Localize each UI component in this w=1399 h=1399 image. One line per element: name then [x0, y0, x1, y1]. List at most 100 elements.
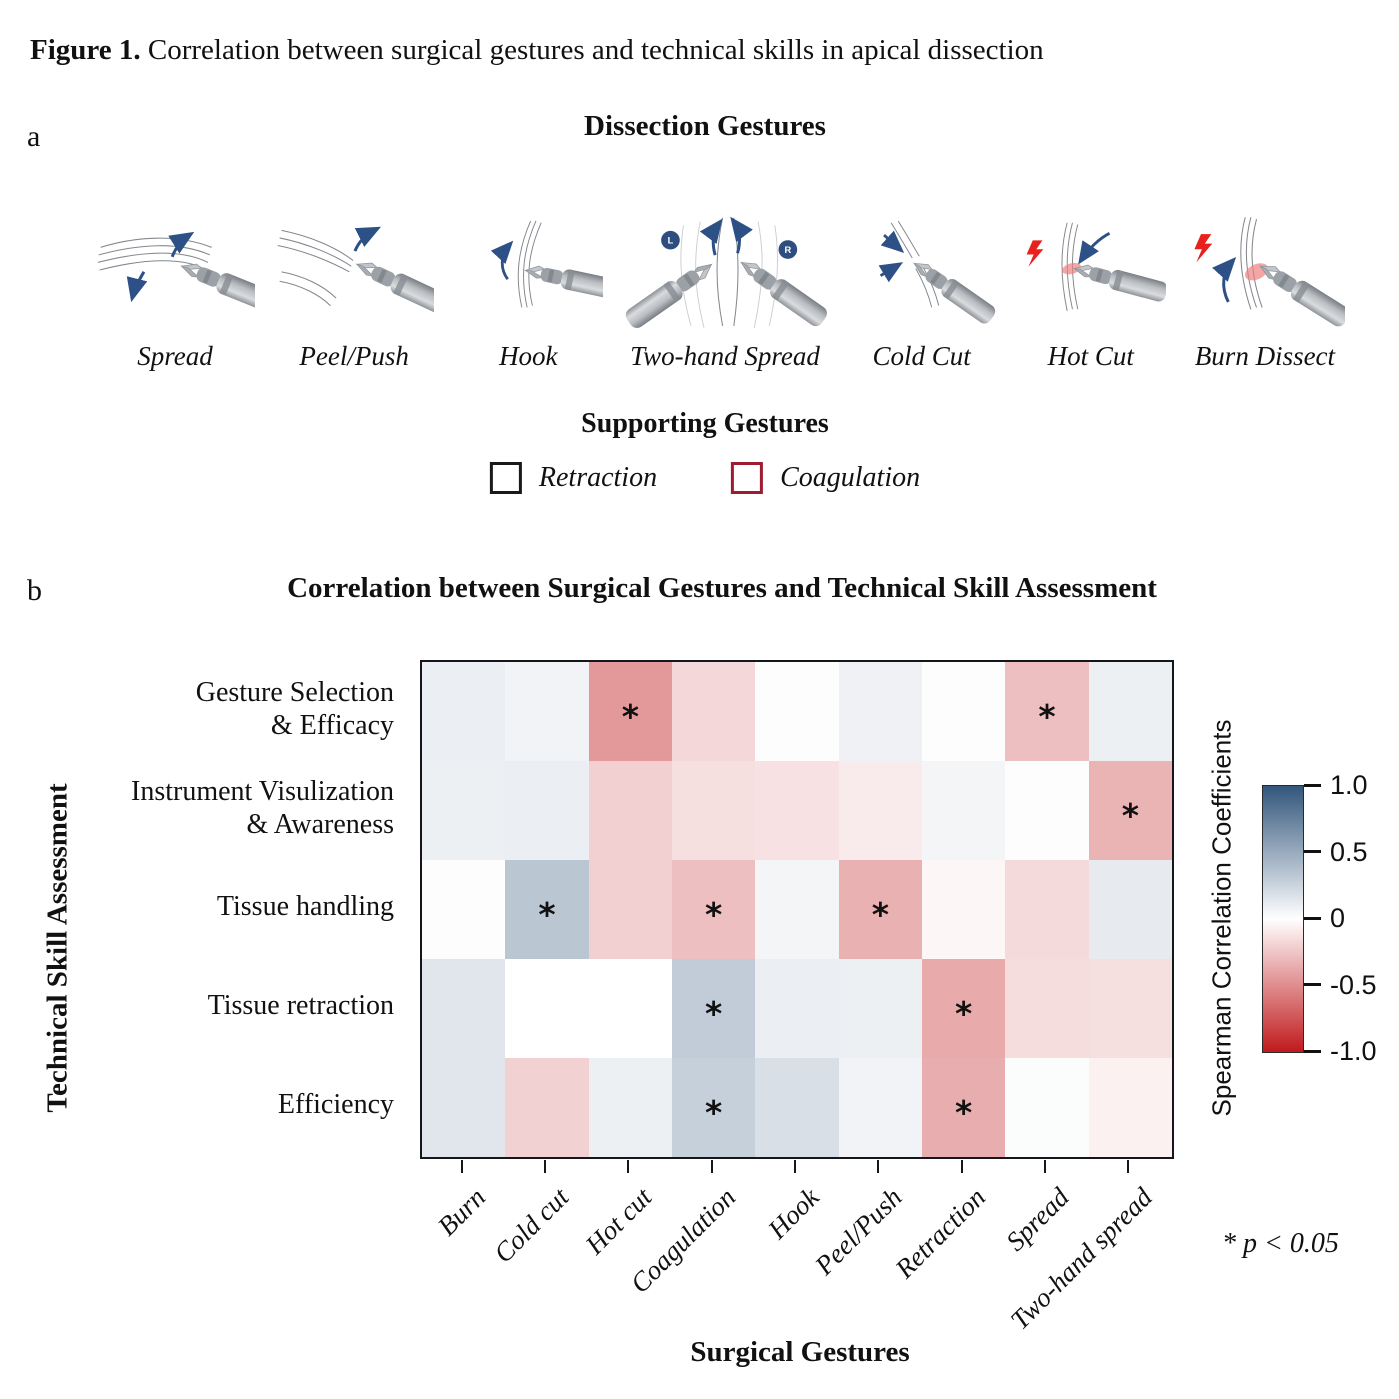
x-axis-tick	[877, 1160, 880, 1173]
colorbar-tick-label: 0	[1330, 903, 1346, 933]
heatmap-cell	[505, 761, 589, 860]
colorbar-tick-label: -0.5	[1330, 969, 1377, 1000]
colorbar-tick	[1304, 983, 1321, 986]
panel-b-label: b	[27, 574, 42, 607]
heatmap-cell: *	[672, 1058, 756, 1157]
gesture-label-burndissect: Burn Dissect	[1194, 341, 1336, 371]
heatmap-cell	[755, 662, 839, 761]
supporting-gesture-item-coagulation: Coagulation	[731, 462, 920, 494]
supporting-gesture-item-retraction: Retraction	[489, 462, 657, 494]
colorbar-tick	[1304, 783, 1321, 787]
panel-a-title: Dissection Gestures	[584, 110, 826, 142]
colorbar-tick	[1304, 916, 1321, 920]
gesture-item-hook: Hook	[453, 213, 604, 372]
gesture-item-spread: Spread	[95, 213, 255, 372]
heatmap-cell	[755, 1058, 839, 1157]
x-axis-tick-label: Two-hand spread	[1004, 1182, 1158, 1336]
x-axis-tick-label: Hook	[761, 1182, 825, 1245]
hook-gesture-icon	[453, 213, 604, 341]
heatmap-cell	[1005, 1058, 1089, 1157]
heatmap-cell	[1088, 860, 1172, 959]
gesture-label-coldcut: Cold Cut	[872, 341, 971, 371]
supporting-gesture-label: Coagulation	[780, 462, 921, 493]
significance-asterisk: *	[955, 1093, 973, 1132]
heatmap-cell: *	[922, 1058, 1006, 1157]
figure-caption-text: Correlation between surgical gestures an…	[140, 34, 1044, 66]
heatmap-cell	[922, 860, 1006, 959]
hot-cut-gesture-icon	[1016, 213, 1166, 341]
x-axis-tick	[544, 1160, 546, 1173]
heatmap-cell	[1088, 959, 1172, 1058]
gesture-item-hotcut: Hot Cut	[1016, 213, 1166, 372]
significance-asterisk: *	[1121, 796, 1139, 835]
significance-asterisk: *	[705, 895, 723, 934]
x-axis-tick	[710, 1160, 713, 1173]
x-axis-tick-label: Spread	[999, 1182, 1075, 1257]
heatmap-row-label: Instrument Visulization & Awareness	[131, 776, 394, 840]
heatmap-cell	[422, 860, 506, 959]
figure-caption: Figure 1. Correlation between surgical g…	[30, 34, 1044, 67]
heatmap-cell	[505, 1058, 589, 1157]
significance-asterisk: *	[871, 895, 889, 934]
significance-asterisk: *	[955, 994, 973, 1033]
significance-asterisk: *	[705, 1093, 723, 1132]
heatmap-cell	[1005, 959, 1089, 1058]
heatmap-cell	[588, 761, 672, 860]
colorbar-tick	[1304, 1049, 1321, 1053]
significance-asterisk: *	[1038, 697, 1056, 736]
heatmap-cell	[422, 1058, 506, 1157]
heatmap-cell: *	[1005, 662, 1089, 761]
two-hand-spread-gesture-icon: L R	[622, 213, 828, 341]
svg-text:L: L	[668, 235, 674, 245]
heatmap-row-labels: Gesture Selection & Efficacy Instrument Vi…	[0, 660, 406, 1155]
colorbar-gradient	[1262, 785, 1304, 1053]
heatmap-row-label: Tissue retraction	[207, 990, 394, 1022]
panel-b-title: Correlation between Surgical Gestures an…	[287, 572, 1157, 604]
heatmap-cell	[672, 662, 756, 761]
heatmap-cell: *	[588, 662, 672, 761]
heatmap-cell: *	[1088, 761, 1172, 860]
gesture-label-hotcut: Hot Cut	[1047, 341, 1134, 371]
heatmap-cell	[755, 860, 839, 959]
heatmap-cell	[1088, 1058, 1172, 1157]
gesture-label-twohand: Two-hand Spread	[630, 341, 820, 371]
colorbar-tick-label: 0.5	[1330, 836, 1368, 867]
x-axis-tick	[960, 1160, 963, 1173]
burn-dissect-gesture-icon	[1185, 213, 1345, 341]
gesture-item-burndissect: Burn Dissect	[1185, 213, 1345, 372]
significance-note: * p < 0.05	[1222, 1228, 1339, 1259]
gesture-item-coldcut: Cold Cut	[847, 213, 997, 372]
svg-text:R: R	[785, 245, 792, 255]
x-axis-tick-label: Burn	[431, 1182, 491, 1242]
x-axis-tick	[1127, 1160, 1130, 1173]
heatmap-cell: *	[672, 860, 756, 959]
gesture-row: Spread Peel/Push Hook	[95, 162, 1345, 372]
figure-label: Figure 1.	[30, 34, 141, 66]
colorbar-label: Spearman Correlation Coefficients	[1206, 719, 1237, 1117]
gesture-item-peelpush: Peel/Push	[274, 213, 435, 372]
x-axis-label: Surgical Gestures	[690, 1336, 910, 1368]
heatmap-cell	[588, 860, 672, 959]
x-axis-tick	[794, 1160, 796, 1173]
heatmap-cell	[838, 959, 922, 1058]
heatmap-cell	[505, 662, 589, 761]
heatmap-cell	[505, 959, 589, 1058]
spread-gesture-icon	[95, 213, 255, 341]
heatmap-cell: *	[505, 860, 589, 959]
heatmap-row-label: Tissue handling	[216, 891, 394, 923]
heatmap-row-label: Gesture Selection & Efficacy	[195, 677, 394, 741]
retraction-box-icon	[489, 462, 522, 494]
colorbar-tick	[1304, 850, 1321, 853]
heatmap-cell	[755, 959, 839, 1058]
panel-a-label: a	[27, 120, 41, 153]
heatmap-grid: * * * * * * * * * *	[420, 660, 1174, 1159]
heatmap-cell	[1088, 662, 1172, 761]
heatmap-cell	[1005, 860, 1089, 959]
heatmap-cell	[422, 761, 506, 860]
significance-asterisk: *	[538, 895, 556, 934]
x-axis-tick	[627, 1160, 630, 1173]
x-axis-tick	[1044, 1160, 1046, 1173]
heatmap-cell	[422, 662, 506, 761]
x-axis-tick	[460, 1160, 463, 1173]
